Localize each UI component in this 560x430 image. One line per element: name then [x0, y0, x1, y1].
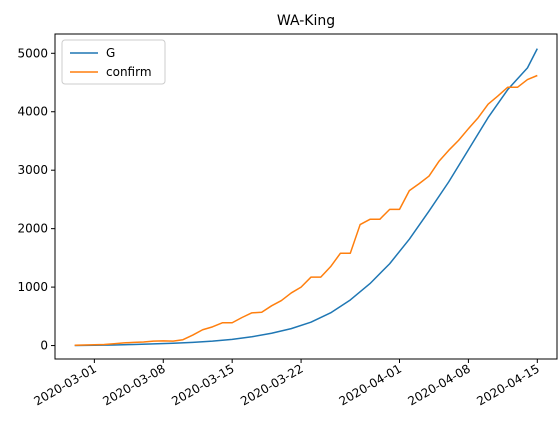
- y-tick-label: 0: [40, 339, 48, 353]
- x-tick-label: 2020-03-08: [100, 361, 167, 408]
- series-line-confirm: [74, 74, 538, 347]
- chart-title: WA-King: [277, 13, 335, 29]
- x-tick-label: 2020-03-15: [169, 361, 236, 408]
- x-tick-label: 2020-04-01: [337, 361, 404, 408]
- x-tick-label: 2020-03-01: [31, 361, 98, 408]
- y-tick-label: 4000: [17, 105, 48, 119]
- y-axis: 0 1000 2000 3000 4000 5000: [17, 46, 55, 353]
- plot-frame: [54, 33, 558, 360]
- legend-label: confirm: [106, 65, 152, 79]
- y-tick-label: 5000: [17, 46, 48, 60]
- series-line-g: [74, 48, 538, 347]
- x-tick-label: 2020-03-22: [238, 361, 305, 408]
- legend-label: G: [106, 46, 115, 60]
- y-tick-label: 1000: [17, 280, 48, 294]
- legend-box: [61, 39, 166, 85]
- x-axis: 2020-03-01 2020-03-08 2020-03-15 2020-03-22…: [31, 359, 542, 408]
- y-tick-label: 3000: [17, 163, 48, 177]
- series-layer: [74, 48, 538, 347]
- x-tick-label: 2020-04-08: [406, 361, 473, 408]
- x-tick-label: 2020-04-15: [474, 361, 541, 408]
- y-tick-label: 2000: [17, 222, 48, 236]
